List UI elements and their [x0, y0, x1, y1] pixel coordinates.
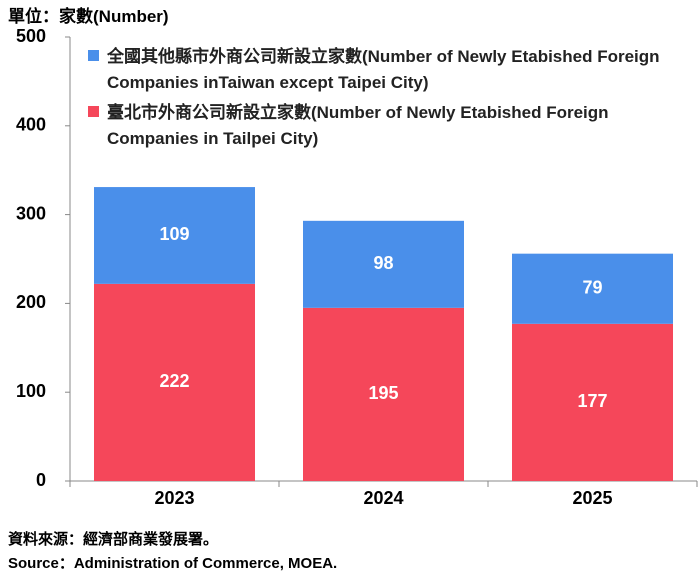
- y-tick-label: 400: [16, 115, 46, 135]
- value-label: 109: [159, 224, 189, 244]
- y-tick-label: 0: [36, 470, 46, 490]
- value-label: 195: [368, 383, 398, 403]
- bar-segment: [94, 283, 255, 481]
- bar-segment: [303, 307, 464, 481]
- bar-segment: [303, 220, 464, 308]
- legend-item: 臺北市外商公司新設立家數(Number of Newly Etabished F…: [88, 100, 688, 152]
- unit-label: 單位：家數(Number): [8, 7, 169, 26]
- legend-label: 全國其他縣市外商公司新設立家數(Number of Newly Etabishe…: [107, 47, 660, 92]
- bar-segment: [94, 187, 255, 284]
- value-label: 98: [373, 253, 393, 273]
- x-tick-label: 2023: [154, 488, 194, 508]
- legend-item: 全國其他縣市外商公司新設立家數(Number of Newly Etabishe…: [88, 44, 688, 96]
- legend-swatch: [88, 106, 99, 117]
- x-tick-label: 2025: [572, 488, 612, 508]
- y-tick-label: 100: [16, 381, 46, 401]
- bar-segment: [512, 253, 673, 324]
- legend-label: 臺北市外商公司新設立家數(Number of Newly Etabished F…: [107, 103, 609, 148]
- value-label: 79: [582, 277, 602, 297]
- value-label: 222: [159, 371, 189, 391]
- legend-swatch: [88, 50, 99, 61]
- bar-segment: [512, 323, 673, 481]
- source-zh: 資料來源：經濟部商業發展署。: [8, 531, 219, 548]
- value-label: 177: [577, 391, 607, 411]
- source-en: Source：Administration of Commerce, MOEA.: [8, 555, 338, 572]
- y-tick-label: 500: [16, 26, 46, 46]
- x-tick-label: 2024: [363, 488, 403, 508]
- y-tick-label: 200: [16, 292, 46, 312]
- y-tick-label: 300: [16, 203, 46, 223]
